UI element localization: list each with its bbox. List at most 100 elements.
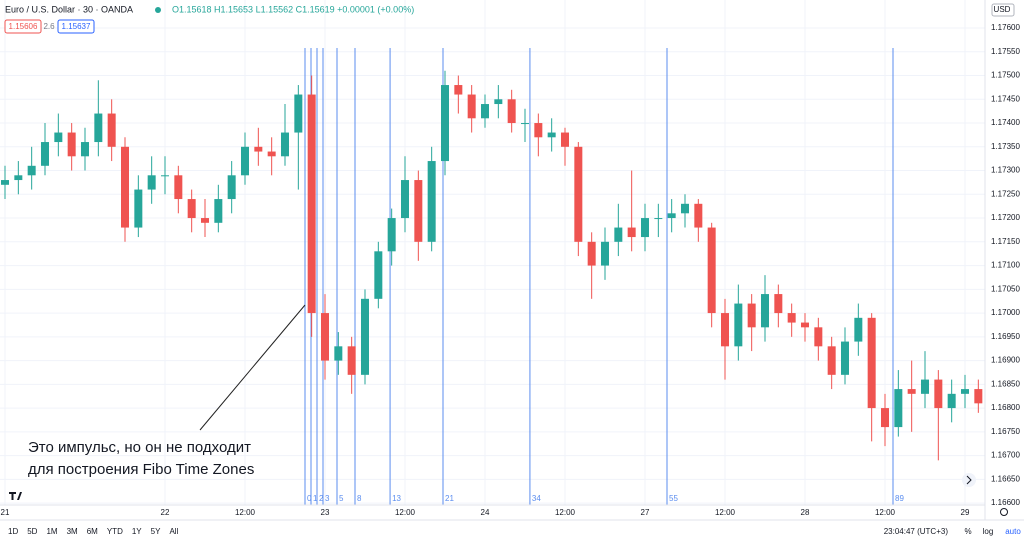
range-button[interactable]: 1D xyxy=(8,527,18,536)
y-tick-label: 1.17350 xyxy=(991,142,1020,151)
sell-price[interactable]: 1.15606 xyxy=(9,22,38,31)
range-button[interactable]: All xyxy=(169,527,178,536)
y-tick-label: 1.16650 xyxy=(991,474,1020,483)
range-button[interactable]: YTD xyxy=(107,527,123,536)
y-tick-label: 1.17250 xyxy=(991,189,1020,198)
candle-body xyxy=(267,151,276,157)
scale-button[interactable]: log xyxy=(983,527,994,536)
candle-body xyxy=(867,317,876,409)
x-tick-label: 23 xyxy=(321,508,330,517)
fib-label: 21 xyxy=(445,494,454,503)
candle-body xyxy=(81,142,89,157)
candle-body xyxy=(121,146,129,228)
sell-box[interactable] xyxy=(4,19,42,34)
scroll-icon xyxy=(966,475,972,485)
fib-label: 8 xyxy=(357,494,362,503)
y-tick-label: 1.16600 xyxy=(991,498,1020,507)
candle-body xyxy=(601,241,609,266)
candles xyxy=(1,70,983,461)
y-tick-label: 1.17550 xyxy=(991,47,1020,56)
candle-body xyxy=(54,132,63,143)
candle-body xyxy=(521,123,529,125)
candle-body xyxy=(694,203,703,228)
candle-body xyxy=(454,85,463,95)
candle-body xyxy=(827,346,836,375)
spread: 2.6 xyxy=(43,22,55,31)
y-tick-label: 1.17300 xyxy=(991,166,1020,175)
candle-body xyxy=(134,189,143,228)
y-tick-label: 1.17100 xyxy=(991,261,1020,270)
candle-body xyxy=(347,346,356,375)
candle-body xyxy=(641,218,649,238)
candle-body xyxy=(934,379,943,409)
candle-body xyxy=(321,313,329,361)
candle-body xyxy=(801,322,809,328)
candle-body xyxy=(14,175,23,181)
scale-button[interactable]: auto xyxy=(1005,527,1021,536)
fib-label: 13 xyxy=(392,494,401,503)
candle-body xyxy=(494,99,503,105)
grid xyxy=(0,0,985,505)
buy-box[interactable] xyxy=(57,19,95,34)
candle-body xyxy=(67,132,76,157)
candle-body xyxy=(707,227,716,314)
candle-body xyxy=(361,298,369,375)
currency-box[interactable] xyxy=(991,3,1015,17)
candle-body xyxy=(227,175,236,200)
candle-body xyxy=(174,175,183,200)
candle-body xyxy=(401,180,409,219)
candle-body xyxy=(574,146,583,242)
candle-body xyxy=(947,393,956,409)
candle-body xyxy=(334,346,343,361)
candle-body xyxy=(441,85,449,162)
candle-body xyxy=(974,389,983,404)
candle-body xyxy=(734,303,743,347)
x-tick-label: 28 xyxy=(801,508,810,517)
candle-body xyxy=(587,241,596,266)
y-tick-label: 1.17150 xyxy=(991,237,1020,246)
candle-body xyxy=(241,146,249,176)
range-button[interactable]: 6M xyxy=(87,527,98,536)
candle-body xyxy=(894,389,903,428)
range-button[interactable]: 1M xyxy=(46,527,57,536)
currency[interactable]: USD xyxy=(994,5,1011,14)
candle-body xyxy=(94,113,103,143)
x-tick-label: 24 xyxy=(481,508,490,517)
buy-price[interactable]: 1.15637 xyxy=(62,22,91,31)
fib-label: 89 xyxy=(895,494,904,503)
y-tick-label: 1.16700 xyxy=(991,451,1020,460)
status-dot xyxy=(155,7,161,13)
y-tick-label: 1.16800 xyxy=(991,403,1020,412)
y-tick-label: 1.17050 xyxy=(991,284,1020,293)
symbol-title[interactable]: Euro / U.S. Dollar · 30 · OANDA xyxy=(5,4,133,14)
x-tick-label: 12:00 xyxy=(875,508,896,517)
candle-body xyxy=(107,113,116,147)
candle-body xyxy=(374,251,383,299)
y-tick-label: 1.17450 xyxy=(991,94,1020,103)
fib-label: 1 xyxy=(313,494,318,503)
candle-body xyxy=(1,180,9,185)
candle-body xyxy=(961,389,969,394)
range-button[interactable]: 5D xyxy=(27,527,37,536)
range-button[interactable]: 3M xyxy=(67,527,78,536)
scale-button[interactable]: % xyxy=(964,527,971,536)
candle-body xyxy=(414,180,423,242)
scroll-button[interactable] xyxy=(962,473,976,487)
candle-body xyxy=(161,175,169,177)
range-button[interactable]: 1Y xyxy=(132,527,142,536)
candle-body xyxy=(787,313,796,323)
fib-label: 5 xyxy=(339,494,344,503)
candle-body xyxy=(294,94,303,133)
y-tick-label: 1.16900 xyxy=(991,356,1020,365)
y-tick-label: 1.17600 xyxy=(991,23,1020,32)
range-button[interactable]: 5Y xyxy=(151,527,161,536)
annotation: Это импульс, но он не подходит xyxy=(28,439,251,456)
candle-body xyxy=(307,94,316,314)
candle-body xyxy=(854,317,863,342)
settings-icon[interactable] xyxy=(1000,508,1008,516)
annotation-arrow xyxy=(199,304,306,431)
fib-label: 2 xyxy=(319,494,324,503)
y-tick-label: 1.17500 xyxy=(991,71,1020,80)
x-tick-label: 27 xyxy=(641,508,650,517)
